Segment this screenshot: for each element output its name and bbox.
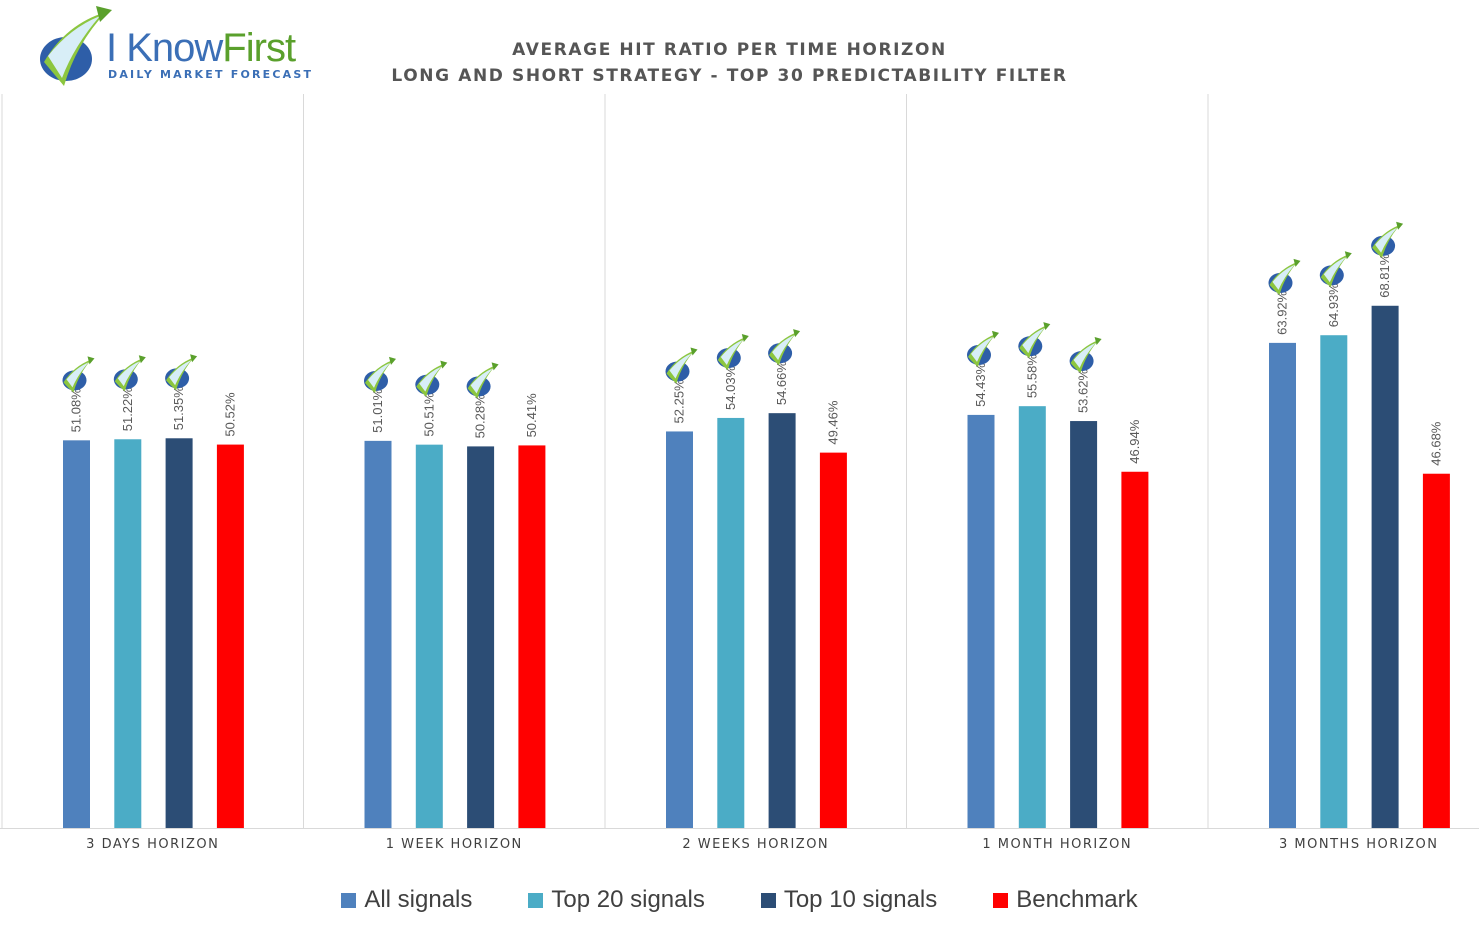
- data-label: 53.62%: [1076, 369, 1091, 414]
- bar: [467, 446, 495, 828]
- bar: [717, 417, 745, 828]
- data-label: 51.01%: [370, 388, 385, 433]
- bar: [518, 445, 546, 828]
- bar-chart: 3 DAYS HORIZON 51.08% 51.22% 51.35% 50.52% 1 …: [0, 94, 1479, 852]
- logo-mark-icon: [716, 333, 749, 370]
- data-label: 54.66%: [774, 361, 789, 406]
- data-label: 49.46%: [825, 400, 840, 445]
- bar: [1422, 473, 1450, 828]
- logo-mark-icon: [466, 362, 499, 399]
- logo-mark-icon: [62, 356, 95, 393]
- data-label: 54.43%: [973, 362, 988, 407]
- x-tick-label: 3 DAYS HORIZON: [86, 837, 219, 852]
- logo-mark-icon: [1069, 337, 1102, 374]
- bar: [1320, 335, 1348, 828]
- data-label: 50.52%: [222, 392, 237, 437]
- chart-subtitle: LONG AND SHORT STRATEGY - TOP 30 PREDICT…: [391, 66, 1068, 86]
- logo-mark-icon: [113, 355, 146, 392]
- data-label: 51.08%: [69, 388, 84, 433]
- logo-mark-icon: [967, 330, 999, 367]
- chart-title: AVERAGE HIT RATIO PER TIME HORIZON: [512, 40, 947, 60]
- bar: [1371, 305, 1399, 828]
- data-label: 51.22%: [120, 387, 135, 432]
- bar: [967, 414, 995, 828]
- data-label: 50.51%: [421, 392, 436, 437]
- bar: [1269, 342, 1296, 828]
- legend-label: Top 20 signals: [551, 886, 705, 913]
- legend-item: Top 20 signals: [528, 886, 705, 914]
- legend-item: Benchmark: [993, 886, 1138, 914]
- bar: [1121, 471, 1149, 828]
- legend-swatch: [528, 892, 544, 908]
- legend-item: All signals: [341, 886, 472, 914]
- bar: [1070, 421, 1098, 828]
- data-label: 64.93%: [1326, 283, 1341, 328]
- data-label: 50.28%: [473, 394, 488, 439]
- logo-wordmark: I KnowFirst: [106, 26, 296, 70]
- x-tick-label: 3 MONTHS HORIZON: [1279, 837, 1438, 852]
- x-tick-label: 1 MONTH HORIZON: [982, 837, 1132, 852]
- logo-mark-icon: [1319, 251, 1352, 288]
- logo-mark-icon: [1018, 322, 1051, 359]
- logo-mark-icon: [415, 360, 448, 397]
- bar: [216, 444, 244, 828]
- logo-mark-icon: [1371, 221, 1404, 258]
- legend-label: All signals: [364, 886, 473, 913]
- legend-swatch: [993, 892, 1009, 908]
- logo-mark-icon: [165, 354, 198, 391]
- bar: [768, 413, 796, 828]
- logo-mark-icon: [364, 356, 396, 393]
- legend-swatch: [341, 892, 357, 908]
- x-tick-label: 2 WEEKS HORIZON: [682, 837, 829, 852]
- bar: [819, 452, 847, 828]
- data-label: 50.41%: [524, 393, 539, 438]
- data-label: 55.58%: [1024, 354, 1039, 399]
- data-label: 46.68%: [1428, 421, 1443, 466]
- data-label: 52.25%: [672, 379, 687, 424]
- bar: [63, 440, 90, 828]
- logo-mark-icon: [665, 347, 698, 384]
- legend-item: Top 10 signals: [760, 886, 938, 914]
- data-label: 68.81%: [1377, 253, 1392, 298]
- logo-emblem-icon: [40, 6, 112, 86]
- legend-label: Top 10 signals: [783, 886, 938, 913]
- legend-label: Benchmark: [1016, 886, 1138, 913]
- data-label: 51.35%: [171, 386, 186, 431]
- x-tick-label: 1 WEEK HORIZON: [386, 837, 523, 852]
- logo-tagline: Daily Market Forecast: [108, 68, 314, 81]
- company-logo: I KnowFirst Daily Market Forecast: [36, 4, 316, 94]
- bar: [114, 439, 142, 828]
- data-label: 54.03%: [723, 365, 738, 410]
- legend-swatch: [760, 892, 776, 908]
- bar: [364, 440, 392, 828]
- bar: [165, 438, 193, 828]
- logo-mark-icon: [1268, 258, 1301, 295]
- bar: [666, 431, 693, 828]
- logo-mark-icon: [768, 329, 801, 366]
- data-label: 63.92%: [1275, 290, 1290, 335]
- bar: [1018, 406, 1046, 828]
- data-label: 46.94%: [1127, 419, 1142, 464]
- chart-legend: All signals Top 20 signals Top 10 signals B…: [0, 886, 1479, 914]
- bar: [415, 444, 443, 828]
